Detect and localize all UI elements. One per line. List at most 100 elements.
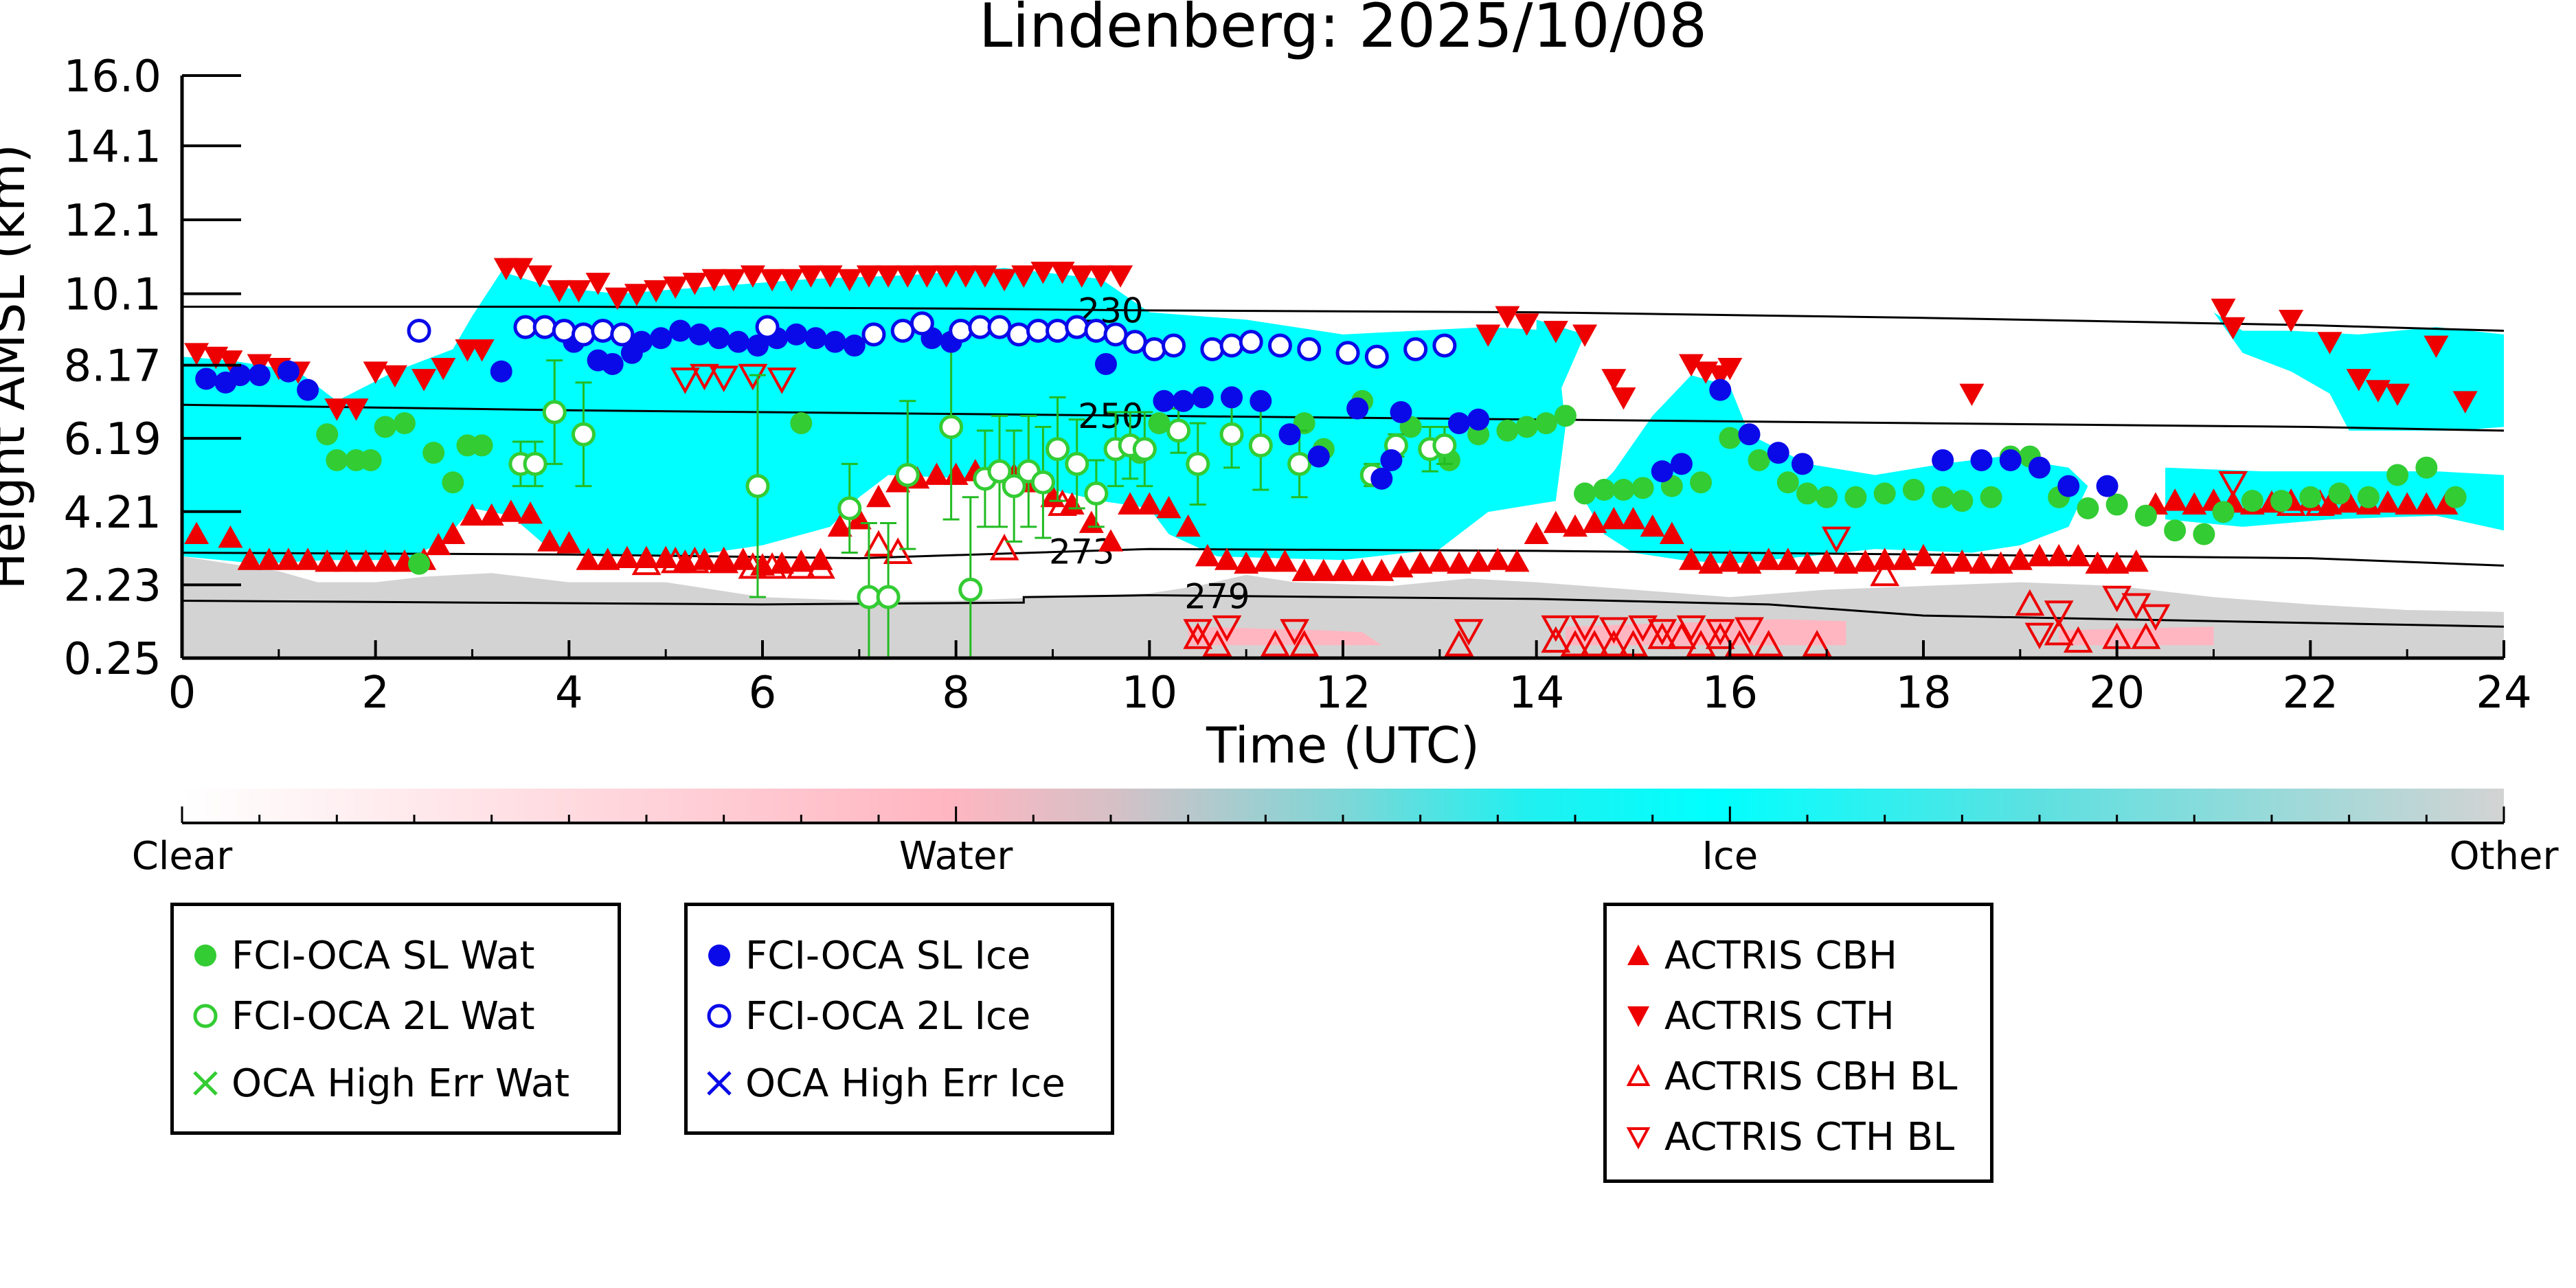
legend-item: ACTRIS CTH BL xyxy=(1622,1115,1954,1160)
actris-cbh-point xyxy=(1950,550,1975,572)
actris-cbh-point xyxy=(295,547,321,570)
actris-cbh-bl-point xyxy=(1598,630,1629,657)
actris-cth-point xyxy=(953,265,978,288)
actris-cth-point xyxy=(721,269,746,292)
fci-oca-2l-ice-point xyxy=(1219,333,1244,358)
fci-oca-sl-ice-point xyxy=(1278,423,1301,446)
actris-cbh-point xyxy=(2182,492,2207,515)
legend-label: FCI-OCA SL Ice xyxy=(745,933,1031,978)
fci-oca-sl-wat-point xyxy=(442,471,464,494)
actris-cth-point xyxy=(2385,383,2410,407)
fci-oca-2l-ice-point xyxy=(909,311,934,336)
actris-cbh-point xyxy=(1253,550,1278,572)
actris-cbh-point xyxy=(653,545,679,569)
legend-item: FCI-OCA 2L Ice xyxy=(703,993,1031,1039)
fci-oca-sl-ice-point xyxy=(2096,475,2119,497)
fci-oca-2l-ice-point xyxy=(1065,315,1089,339)
legend-label: FCI-OCA 2L Ice xyxy=(745,993,1031,1039)
actris-cbh-point xyxy=(2104,551,2129,574)
fci-oca-sl-wat-point xyxy=(1816,486,1838,508)
actris-cbh-point xyxy=(2414,492,2439,515)
legend-item: ACTRIS CTH xyxy=(1622,994,1895,1039)
fci-oca-sl-wat-point xyxy=(1748,449,1770,471)
legend-item: FCI-OCA SL Wat xyxy=(189,934,535,978)
actris-cth-point xyxy=(2317,332,2342,354)
fci-oca-2l-wat-point xyxy=(987,459,1012,484)
fci-oca-sl-ice-point xyxy=(1390,400,1412,423)
actris-cbh-point xyxy=(184,521,210,545)
fci-oca-sl-ice-point xyxy=(688,323,711,346)
filled-circle-icon xyxy=(708,945,730,967)
actris-cth-bl-point xyxy=(709,365,739,392)
water-region xyxy=(1188,626,1382,646)
actris-cth-point xyxy=(2346,369,2371,392)
actris-cth-point xyxy=(2424,335,2449,359)
fci-oca-sl-wat-point xyxy=(2193,523,2215,545)
x-mark-icon xyxy=(707,1071,732,1096)
fci-oca-sl-wat-point xyxy=(2299,486,2322,508)
filled-circle-icon xyxy=(194,945,216,967)
y-axis-label: Height AMSL (km) xyxy=(0,144,36,590)
actris-cbh-point xyxy=(498,499,523,522)
actris-cth-point xyxy=(1108,265,1133,288)
y-tick-label: 10.1 xyxy=(64,270,162,321)
isotherm-label: 273 xyxy=(1049,532,1114,572)
actris-cth-point xyxy=(1572,324,1598,347)
actris-cbh-point xyxy=(1775,547,1800,570)
actris-cbh-point xyxy=(1853,550,1878,572)
actris-cbh-bl-point xyxy=(1870,559,1900,587)
fci-oca-sl-ice-point xyxy=(1153,389,1175,412)
open-circle-icon xyxy=(193,1004,218,1028)
actris-cth-point xyxy=(528,265,553,288)
actris-cbh-point xyxy=(1737,551,1762,574)
fci-oca-2l-wat-point xyxy=(857,585,881,609)
actris-cbh-point xyxy=(256,547,282,570)
actris-cth-point xyxy=(1543,321,1568,343)
actris-cbh-point xyxy=(1098,529,1123,552)
legend-item: OCA High Err Wat xyxy=(189,1061,569,1106)
ice-region xyxy=(1585,375,2088,564)
fci-oca-2l-wat-point xyxy=(1166,418,1191,443)
fci-oca-sl-ice-point xyxy=(277,360,300,383)
actris-cbh-point xyxy=(1156,495,1182,519)
actris-cbh-point xyxy=(1350,558,1375,581)
fci-oca-sl-wat-point xyxy=(2241,490,2263,512)
fci-oca-2l-wat-point xyxy=(1065,451,1089,476)
actris-cth-point xyxy=(324,398,350,421)
fci-oca-2l-ice-point xyxy=(571,322,596,347)
actris-cth-point xyxy=(644,280,669,303)
actris-cbh-point xyxy=(426,532,451,556)
fci-oca-sl-ice-point xyxy=(727,330,749,353)
actris-cbh-point xyxy=(1698,551,1724,574)
fci-oca-sl-ice-point xyxy=(2029,456,2050,479)
actris-cth-bl-point xyxy=(1570,615,1600,642)
fci-oca-sl-ice-point xyxy=(1767,442,1789,464)
actris-cth-bl-point xyxy=(1705,619,1735,646)
fci-oca-sl-wat-point xyxy=(1515,416,1538,438)
fci-oca-sl-wat-point xyxy=(316,423,339,446)
actris-cbh-point xyxy=(440,521,466,545)
actris-cbh-bl-point xyxy=(2015,589,2045,616)
actris-cbh-point xyxy=(1118,492,1143,515)
fci-oca-sl-ice-point xyxy=(1709,379,1732,401)
fci-oca-2l-ice-point xyxy=(1200,337,1225,361)
actris-cbh-point xyxy=(576,547,601,570)
actris-cbh-point xyxy=(275,547,301,570)
actris-cth-point xyxy=(2365,380,2391,403)
fci-oca-sl-wat-point xyxy=(1776,471,1799,494)
fci-oca-2l-wat-point xyxy=(876,585,901,609)
actris-cth-point xyxy=(798,265,824,288)
actris-cth-bl-point xyxy=(1647,619,1677,646)
colorbar-label: Water xyxy=(899,834,1014,879)
actris-cth-point xyxy=(701,269,727,292)
actris-cbh-point xyxy=(2375,490,2400,513)
fci-oca-sl-ice-point xyxy=(1970,449,1993,471)
fci-oca-2l-ice-point xyxy=(890,319,915,343)
actris-cth-bl-point xyxy=(1821,526,1851,554)
ice-region xyxy=(1536,319,1585,416)
fci-oca-sl-wat-point xyxy=(408,552,431,575)
actris-cbh-point xyxy=(692,547,717,570)
actris-cbh-point xyxy=(827,514,852,537)
actris-cbh-point xyxy=(673,550,698,572)
colorbar-label: Clear xyxy=(132,834,233,879)
